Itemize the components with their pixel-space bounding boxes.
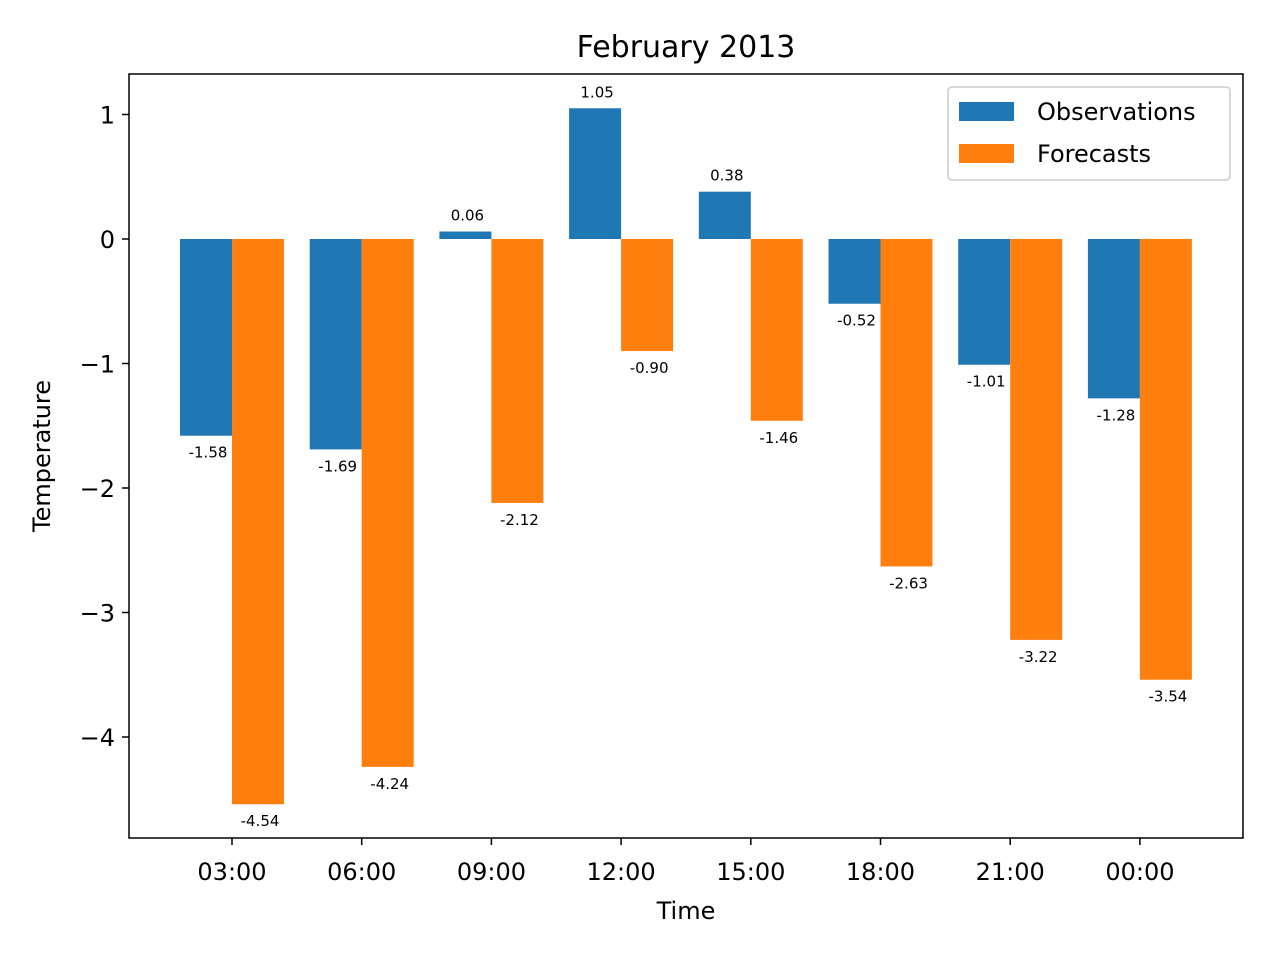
y-axis-label: Temperature <box>28 380 56 533</box>
data-label-observations-1800: -0.52 <box>837 312 876 330</box>
data-label-forecasts-0000: -3.54 <box>1148 688 1187 706</box>
x-axis-ticks: 03:00 06:00 09:00 12:00 15:00 18:00 21:00 00:00 <box>197 838 1174 886</box>
y-tick-label: 0 <box>100 226 115 254</box>
data-label-forecasts-1500: -1.46 <box>759 429 798 447</box>
data-label-observations-1500: 0.38 <box>710 167 743 185</box>
legend-swatch-forecasts <box>959 144 1014 163</box>
bar-forecasts-2100 <box>1010 239 1063 640</box>
legend-box <box>947 86 1231 181</box>
bar-forecasts-1500 <box>750 239 803 421</box>
bar-forecasts-0600 <box>361 239 414 767</box>
bar-forecasts-0900 <box>491 239 544 503</box>
data-label-observations-0300: -1.58 <box>189 444 228 462</box>
bar-forecasts-0300 <box>232 239 284 805</box>
bar-observations-1200 <box>569 108 622 240</box>
y-tick-label: −4 <box>80 724 115 752</box>
plot-frame <box>128 73 1244 839</box>
y-tick-label: −1 <box>80 351 115 379</box>
x-axis-label: Time <box>656 897 716 925</box>
bar-forecasts-0000 <box>1139 239 1192 680</box>
x-tick-label: 18:00 <box>846 858 915 886</box>
data-labels-group: -1.58 -4.54 -1.69 -4.24 0.06 -2.12 1.05 -0.90 0.… <box>189 83 1188 830</box>
legend-swatch-observations <box>959 102 1014 121</box>
data-label-forecasts-2100: -3.22 <box>1019 648 1058 666</box>
y-tick-label: −3 <box>80 600 115 628</box>
legend: Observations Forecasts <box>947 86 1231 181</box>
legend-label-observations: Observations <box>1037 98 1196 126</box>
x-tick-label: 09:00 <box>457 858 526 886</box>
data-label-observations-0000: -1.28 <box>1096 406 1135 424</box>
data-label-forecasts-1800: -2.63 <box>889 574 928 592</box>
bar-observations-2100 <box>958 239 1011 365</box>
bar-observations-0000 <box>1087 239 1140 399</box>
bar-observations-1800 <box>828 239 881 304</box>
data-label-forecasts-0300: -4.54 <box>241 812 280 830</box>
bar-observations-0900 <box>439 231 492 239</box>
x-tick-label: 03:00 <box>197 858 266 886</box>
data-label-observations-0900: 0.06 <box>451 207 484 225</box>
x-tick-label: 21:00 <box>976 858 1045 886</box>
data-label-forecasts-1200: -0.90 <box>630 359 669 377</box>
y-axis-ticks: 1 0 −1 −2 −3 −4 <box>80 102 129 752</box>
data-label-observations-1200: 1.05 <box>580 83 613 101</box>
legend-label-forecasts: Forecasts <box>1037 140 1151 168</box>
bar-observations-1500 <box>698 191 751 239</box>
bar-observations-0600 <box>309 239 362 450</box>
y-tick-label: −2 <box>80 475 115 503</box>
bar-forecasts-1800 <box>880 239 933 567</box>
bar-observations-0300 <box>180 239 232 436</box>
x-tick-label: 15:00 <box>716 858 785 886</box>
x-tick-label: 00:00 <box>1105 858 1174 886</box>
data-label-forecasts-0900: -2.12 <box>500 511 539 529</box>
bar-forecasts-1200 <box>621 239 674 352</box>
x-tick-label: 12:00 <box>587 858 656 886</box>
data-label-forecasts-0600: -4.24 <box>370 775 409 793</box>
data-label-observations-0600: -1.69 <box>318 457 357 475</box>
bars-group <box>180 108 1192 805</box>
x-tick-label: 06:00 <box>327 858 396 886</box>
data-label-observations-2100: -1.01 <box>967 373 1006 391</box>
chart-title: February 2013 <box>577 30 796 65</box>
y-tick-label: 1 <box>100 102 115 130</box>
